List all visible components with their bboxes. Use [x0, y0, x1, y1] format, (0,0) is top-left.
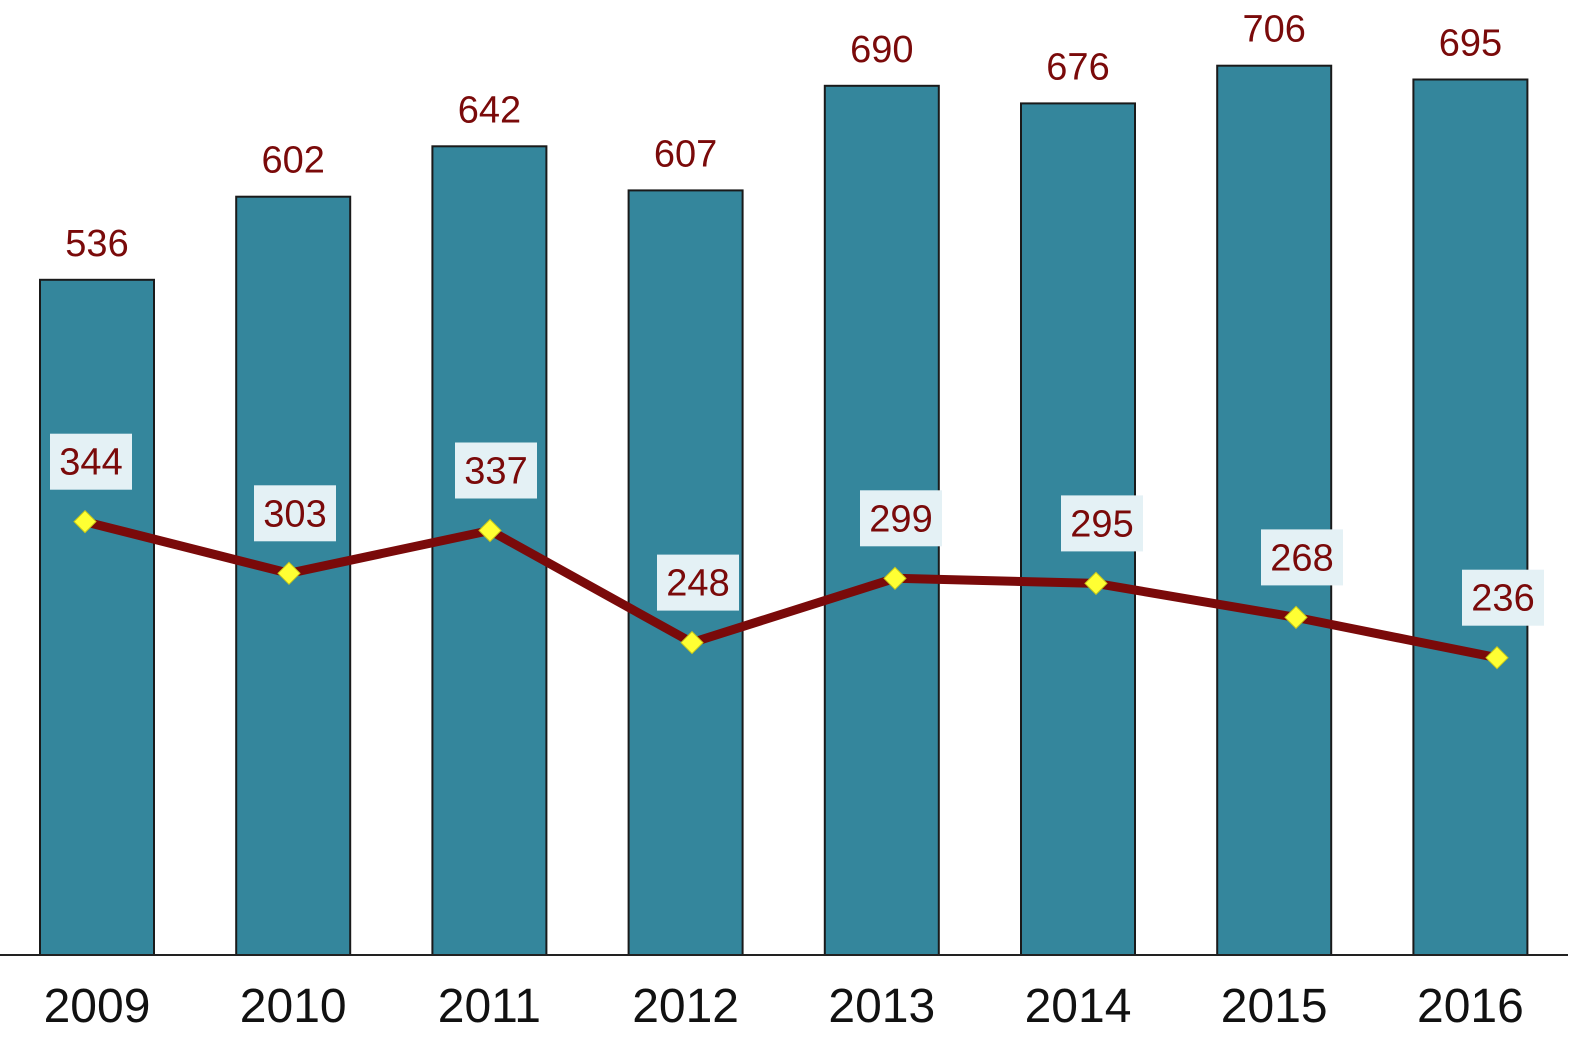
line-value-label-box-2014: [1061, 495, 1143, 552]
line-value-label-box-2011: [455, 442, 537, 499]
line-value-label-2010: 303: [263, 493, 326, 535]
line-marker-2012: [680, 630, 704, 655]
bar-value-label-2014: 676: [1046, 46, 1109, 88]
line-marker-2009: [73, 509, 97, 534]
line-value-label-box-2010: [254, 485, 336, 542]
category-labels-layer: 2009 2010 2011 2012 2013 2014 2015 2016: [44, 980, 1524, 1033]
category-label-2012: 2012: [632, 980, 739, 1033]
category-label-2016: 2016: [1417, 980, 1524, 1033]
bar-value-label-2011: 642: [458, 89, 521, 131]
line-value-label-box-2012: [657, 554, 739, 611]
line-series: [80, 517, 1502, 663]
line-series-layer: [80, 517, 1502, 663]
line-labels-layer: 344 303 337 248 299 295 268 236: [50, 433, 1544, 626]
bar-2016: [1412, 78, 1529, 956]
bar-value-label-2010: 602: [261, 140, 324, 182]
line-marker-2015: [1284, 605, 1308, 630]
line-value-label-2013: 299: [869, 498, 932, 540]
line-marker-2011: [478, 518, 502, 543]
bar-value-label-2015: 706: [1242, 9, 1305, 51]
bar-2015: [1216, 64, 1333, 956]
line-value-label-box-2015: [1261, 529, 1343, 586]
category-label-2014: 2014: [1025, 980, 1132, 1033]
line-marker-2010: [277, 561, 301, 586]
bar-2009: [39, 278, 155, 956]
bar-value-label-2016: 695: [1439, 23, 1502, 65]
bar-value-label-2013: 690: [850, 29, 913, 71]
line-value-label-2016: 236: [1471, 578, 1534, 620]
bar-labels-layer: 536 602 642 607 690 676 706 695: [65, 9, 1502, 265]
line-marker-2016: [1485, 646, 1509, 670]
bar-value-label-2012: 607: [654, 133, 717, 175]
category-label-2010: 2010: [240, 980, 347, 1033]
category-label-2015: 2015: [1221, 980, 1328, 1033]
line-value-label-2014: 295: [1070, 503, 1133, 545]
line-markers-layer: [73, 509, 1509, 670]
line-value-label-2011: 337: [464, 451, 527, 493]
line-value-label-2009: 344: [59, 442, 122, 484]
line-value-label-box-2016: [1462, 569, 1544, 626]
category-label-2013: 2013: [828, 980, 935, 1033]
line-value-label-2012: 248: [666, 563, 729, 605]
line-marker-2014: [1084, 571, 1108, 596]
line-marker-2013: [883, 566, 907, 591]
line-value-label-2015: 268: [1270, 537, 1333, 579]
line-value-label-box-2013: [860, 490, 942, 547]
line-value-label-box-2009: [50, 433, 132, 490]
category-label-2009: 2009: [44, 980, 151, 1033]
category-label-2011: 2011: [438, 980, 541, 1033]
bar-value-label-2009: 536: [65, 223, 128, 265]
